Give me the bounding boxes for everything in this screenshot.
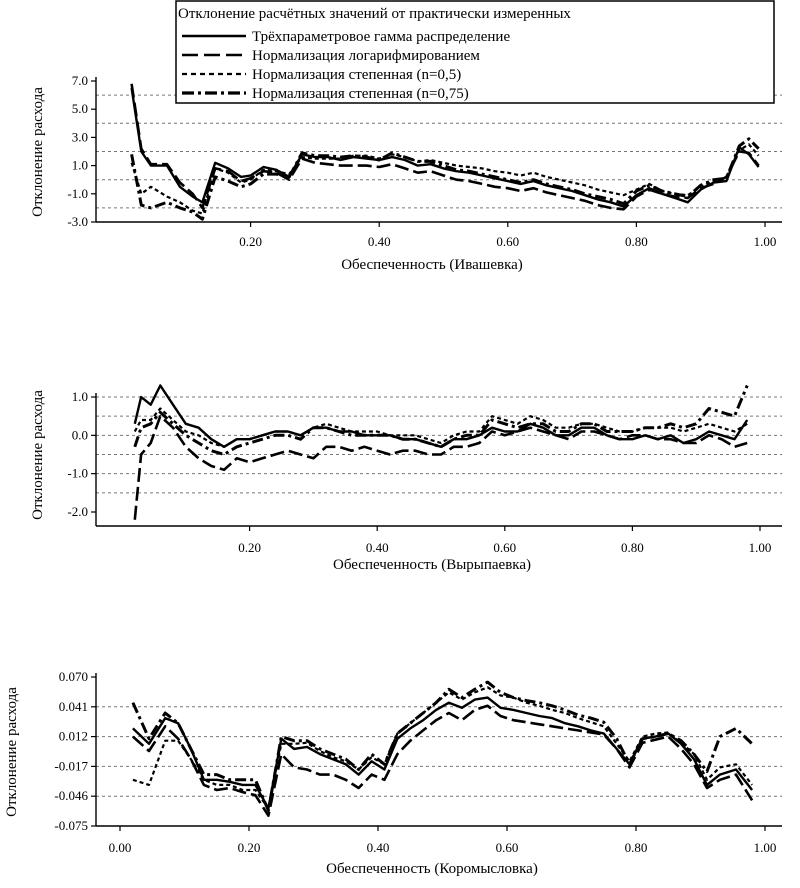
y-tick-label: -0.075 (54, 818, 88, 833)
series-log-line (130, 83, 760, 211)
legend-title: Отклонение расчётных значений от практич… (178, 6, 571, 22)
x-tick-label: 1.00 (749, 540, 772, 555)
series-gamma-line (133, 384, 749, 448)
y-tick-label: -2.0 (67, 504, 88, 519)
y-axis-title: Отклонение расхода (4, 687, 20, 817)
series-log-line (133, 414, 748, 520)
grid-lines (96, 94, 782, 209)
series-lines (130, 83, 760, 221)
series-power-075-line (130, 137, 760, 221)
y-tick-label: -0.046 (54, 788, 88, 803)
x-tick-label: 0.40 (368, 234, 391, 249)
grid-lines (96, 706, 782, 797)
chart-panel-koromyslovka: 0.070 0.041 0.012 -0.017 -0.046 -0.075 0.00 0.2… (4, 669, 782, 877)
legend: Отклонение расчётных значений от практич… (175, 0, 775, 104)
y-tick-label: 1.0 (72, 389, 88, 404)
axes: 7.0 5.0 3.0 1.0 -1.0 -3.0 0.20 0.40 0.60 0.80 1.00 (67, 73, 782, 249)
x-axis-title: Обеспеченность (Коромысловка) (326, 861, 538, 877)
y-axis-title: Отклонение расхода (30, 390, 46, 520)
series-lines (131, 680, 754, 818)
axes: 1.0 0.0 -1.0 -2.0 0.20 0.40 0.60 0.80 1.00 (67, 389, 782, 555)
x-tick-label: 1.00 (754, 840, 777, 855)
series-power-075-line (133, 384, 749, 456)
series-lines (133, 384, 749, 520)
y-tick-label: 0.070 (59, 669, 88, 684)
x-tick-label: 0.20 (238, 840, 261, 855)
x-axis-title: Обеспеченность (Вырыпаевка) (333, 557, 531, 573)
y-tick-label: -1.0 (67, 466, 88, 481)
legend-frame (175, 0, 775, 104)
y-tick-label: -3.0 (67, 214, 88, 229)
series-power-075-line (131, 680, 754, 813)
series-power-05-line (130, 143, 760, 215)
x-tick-label: 0.60 (493, 540, 516, 555)
legend-entry: Нормализация логарифмированием (182, 48, 480, 64)
x-tick-label: 0.20 (239, 234, 262, 249)
x-tick-label: 0.60 (496, 840, 519, 855)
x-tick-label: 0.80 (621, 540, 644, 555)
y-axis-title: Отклонение расхода (30, 87, 46, 217)
x-tick-label: 0.00 (109, 840, 132, 855)
legend-entry: Нормализация степенная (n=0,75) (182, 86, 469, 102)
x-tick-label: 0.80 (625, 840, 648, 855)
x-axis-title: Обеспеченность (Ивашевка) (341, 257, 523, 273)
y-tick-label: 0.0 (72, 427, 88, 442)
x-tick-label: 0.80 (625, 234, 648, 249)
x-tick-label: 0.20 (238, 540, 261, 555)
legend-entry: Трёхпараметровое гамма распределение (182, 29, 510, 45)
y-tick-label: 5.0 (72, 101, 88, 116)
axes: 0.070 0.041 0.012 -0.017 -0.046 -0.075 0.00 0.2… (54, 669, 782, 855)
y-tick-label: 3.0 (72, 129, 88, 144)
series-power-05-line (132, 686, 753, 810)
chart-panel-ivashevka: 7.0 5.0 3.0 1.0 -1.0 -3.0 0.20 0.40 0.60 0.80 1.00… (30, 73, 782, 273)
series-log-line (132, 704, 754, 818)
series-gamma-line (132, 696, 754, 810)
chart-panel-vyrypaevka: 1.0 0.0 -1.0 -2.0 0.20 0.40 0.60 0.80 1.00 Обесп… (30, 384, 782, 573)
series-power-05-line (133, 407, 748, 448)
x-tick-label: 0.60 (496, 234, 519, 249)
y-tick-label: 7.0 (72, 73, 88, 88)
series-gamma-line (130, 87, 760, 208)
y-tick-label: 0.041 (59, 699, 88, 714)
legend-label: Нормализация логарифмированием (252, 48, 480, 64)
x-tick-label: 1.00 (754, 234, 777, 249)
y-tick-label: -1.0 (67, 186, 88, 201)
x-tick-label: 0.40 (367, 840, 390, 855)
legend-label: Нормализация степенная (n=0,75) (252, 86, 469, 102)
x-tick-label: 0.40 (366, 540, 389, 555)
legend-entry: Нормализация степенная (n=0,5) (182, 67, 461, 83)
legend-label: Трёхпараметровое гамма распределение (252, 29, 510, 45)
y-tick-label: 1.0 (72, 158, 88, 173)
y-tick-label: -0.017 (54, 758, 88, 773)
legend-label: Нормализация степенная (n=0,5) (252, 67, 461, 83)
y-tick-label: 0.012 (59, 729, 88, 744)
